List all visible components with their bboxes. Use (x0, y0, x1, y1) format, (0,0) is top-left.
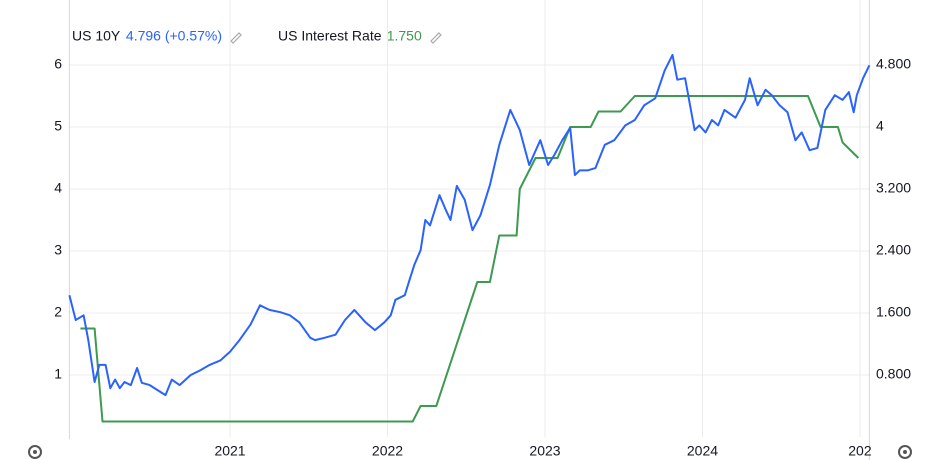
x-tick-label: 2023 (529, 443, 560, 459)
legend-value: 4.796 (+0.57%) (126, 28, 222, 44)
y-tick-label: 6 (54, 56, 62, 72)
settings-icon[interactable] (898, 445, 912, 459)
grid (69, 0, 870, 437)
gear (28, 445, 42, 459)
gear (898, 445, 912, 459)
y2-tick-label: 4.800 (876, 56, 911, 72)
gear-center (33, 450, 37, 454)
y2-tick-label: 2.400 (876, 242, 911, 258)
x-tick-label: 202 (848, 443, 872, 459)
legend-name: US 10Y (72, 28, 121, 44)
y-tick-label: 1 (54, 366, 62, 382)
legend-name: US Interest Rate (278, 28, 382, 44)
series-line (68, 53, 871, 397)
x-tick-label: 2024 (687, 443, 718, 459)
edit-icon[interactable] (430, 32, 442, 44)
y2-tick-label: 0.800 (876, 366, 911, 382)
gear-center (903, 450, 907, 454)
legend-value: 1.750 (387, 28, 422, 44)
x-tick-label: 2022 (372, 443, 403, 459)
x-tick-label: 2021 (214, 443, 245, 459)
y2-tick-label: 4 (876, 118, 884, 134)
y-tick-label: 5 (54, 118, 62, 134)
settings-icon[interactable] (28, 445, 42, 459)
y2-tick-label: 3.200 (876, 180, 911, 196)
series-line (80, 95, 860, 423)
y-tick-label: 3 (54, 242, 62, 258)
legend: US 10Y 4.796 (+0.57%) US Interest Rate 1… (72, 28, 442, 44)
edit-icon[interactable] (230, 32, 242, 44)
y-tick-label: 2 (54, 304, 62, 320)
y2-tick-label: 1.600 (876, 304, 911, 320)
y-tick-label: 4 (54, 180, 62, 196)
